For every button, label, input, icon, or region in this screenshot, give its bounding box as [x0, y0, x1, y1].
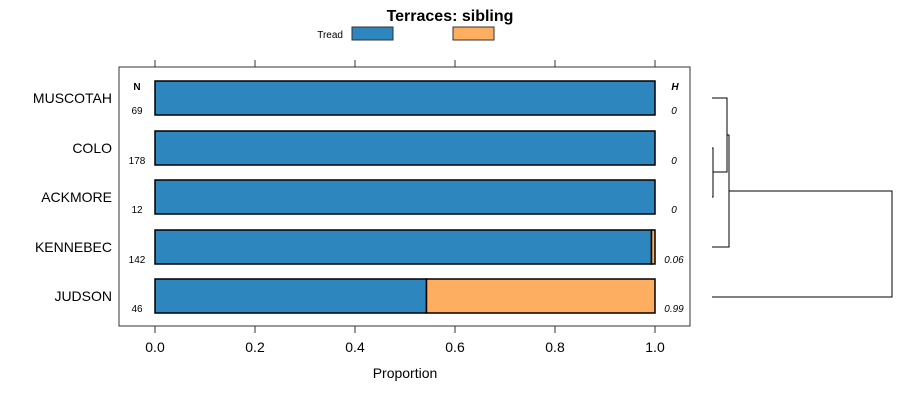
x-tick-label: 0.6: [445, 339, 465, 355]
category-label: ACKMORE: [41, 189, 112, 205]
category-label: KENNEBEC: [35, 239, 112, 255]
dendrogram: [712, 97, 893, 298]
bar-riser: [425, 278, 656, 314]
chart-title: Terraces: sibling: [387, 8, 514, 25]
bar-tread: [154, 179, 656, 215]
h-value: 0: [671, 156, 677, 167]
n-value: 178: [129, 156, 146, 167]
dendrogram-branch: [712, 97, 728, 173]
legend-swatch-riser: [452, 26, 495, 41]
x-axis-label: Proportion: [373, 365, 438, 381]
x-tick-label: 0.4: [345, 339, 365, 355]
legend: TreadRiser: [317, 26, 495, 41]
dendrogram-branch: [712, 147, 714, 198]
x-tick-label: 0.2: [245, 339, 265, 355]
h-value: 0.99: [664, 304, 684, 315]
dendrogram-branch: [712, 134, 730, 248]
x-tick-label: 1.0: [645, 339, 665, 355]
n-value: 12: [131, 205, 143, 216]
h-header: H: [671, 82, 679, 93]
n-value: 46: [131, 304, 143, 315]
bar-tread: [154, 229, 653, 265]
legend-swatch-tread: [351, 26, 394, 41]
plot-panel: [118, 66, 691, 327]
category-label: MUSCOTAH: [33, 90, 112, 106]
x-tick-label: 0.0: [145, 339, 165, 355]
h-value: 0: [671, 205, 677, 216]
n-value: 142: [129, 255, 146, 266]
legend-label: Tread: [317, 30, 343, 41]
h-value: 0: [671, 106, 677, 117]
n-value: 69: [131, 106, 143, 117]
bar-riser: [650, 229, 656, 265]
bar-tread: [154, 80, 656, 116]
bar-tread: [154, 278, 428, 314]
bar-tread: [154, 130, 656, 166]
n-header: N: [133, 82, 140, 93]
dendrogram-branch: [712, 190, 893, 298]
h-value: 0.06: [664, 255, 684, 266]
x-tick-label: 0.8: [545, 339, 565, 355]
category-label: JUDSON: [54, 288, 112, 304]
category-label: COLO: [72, 140, 112, 156]
